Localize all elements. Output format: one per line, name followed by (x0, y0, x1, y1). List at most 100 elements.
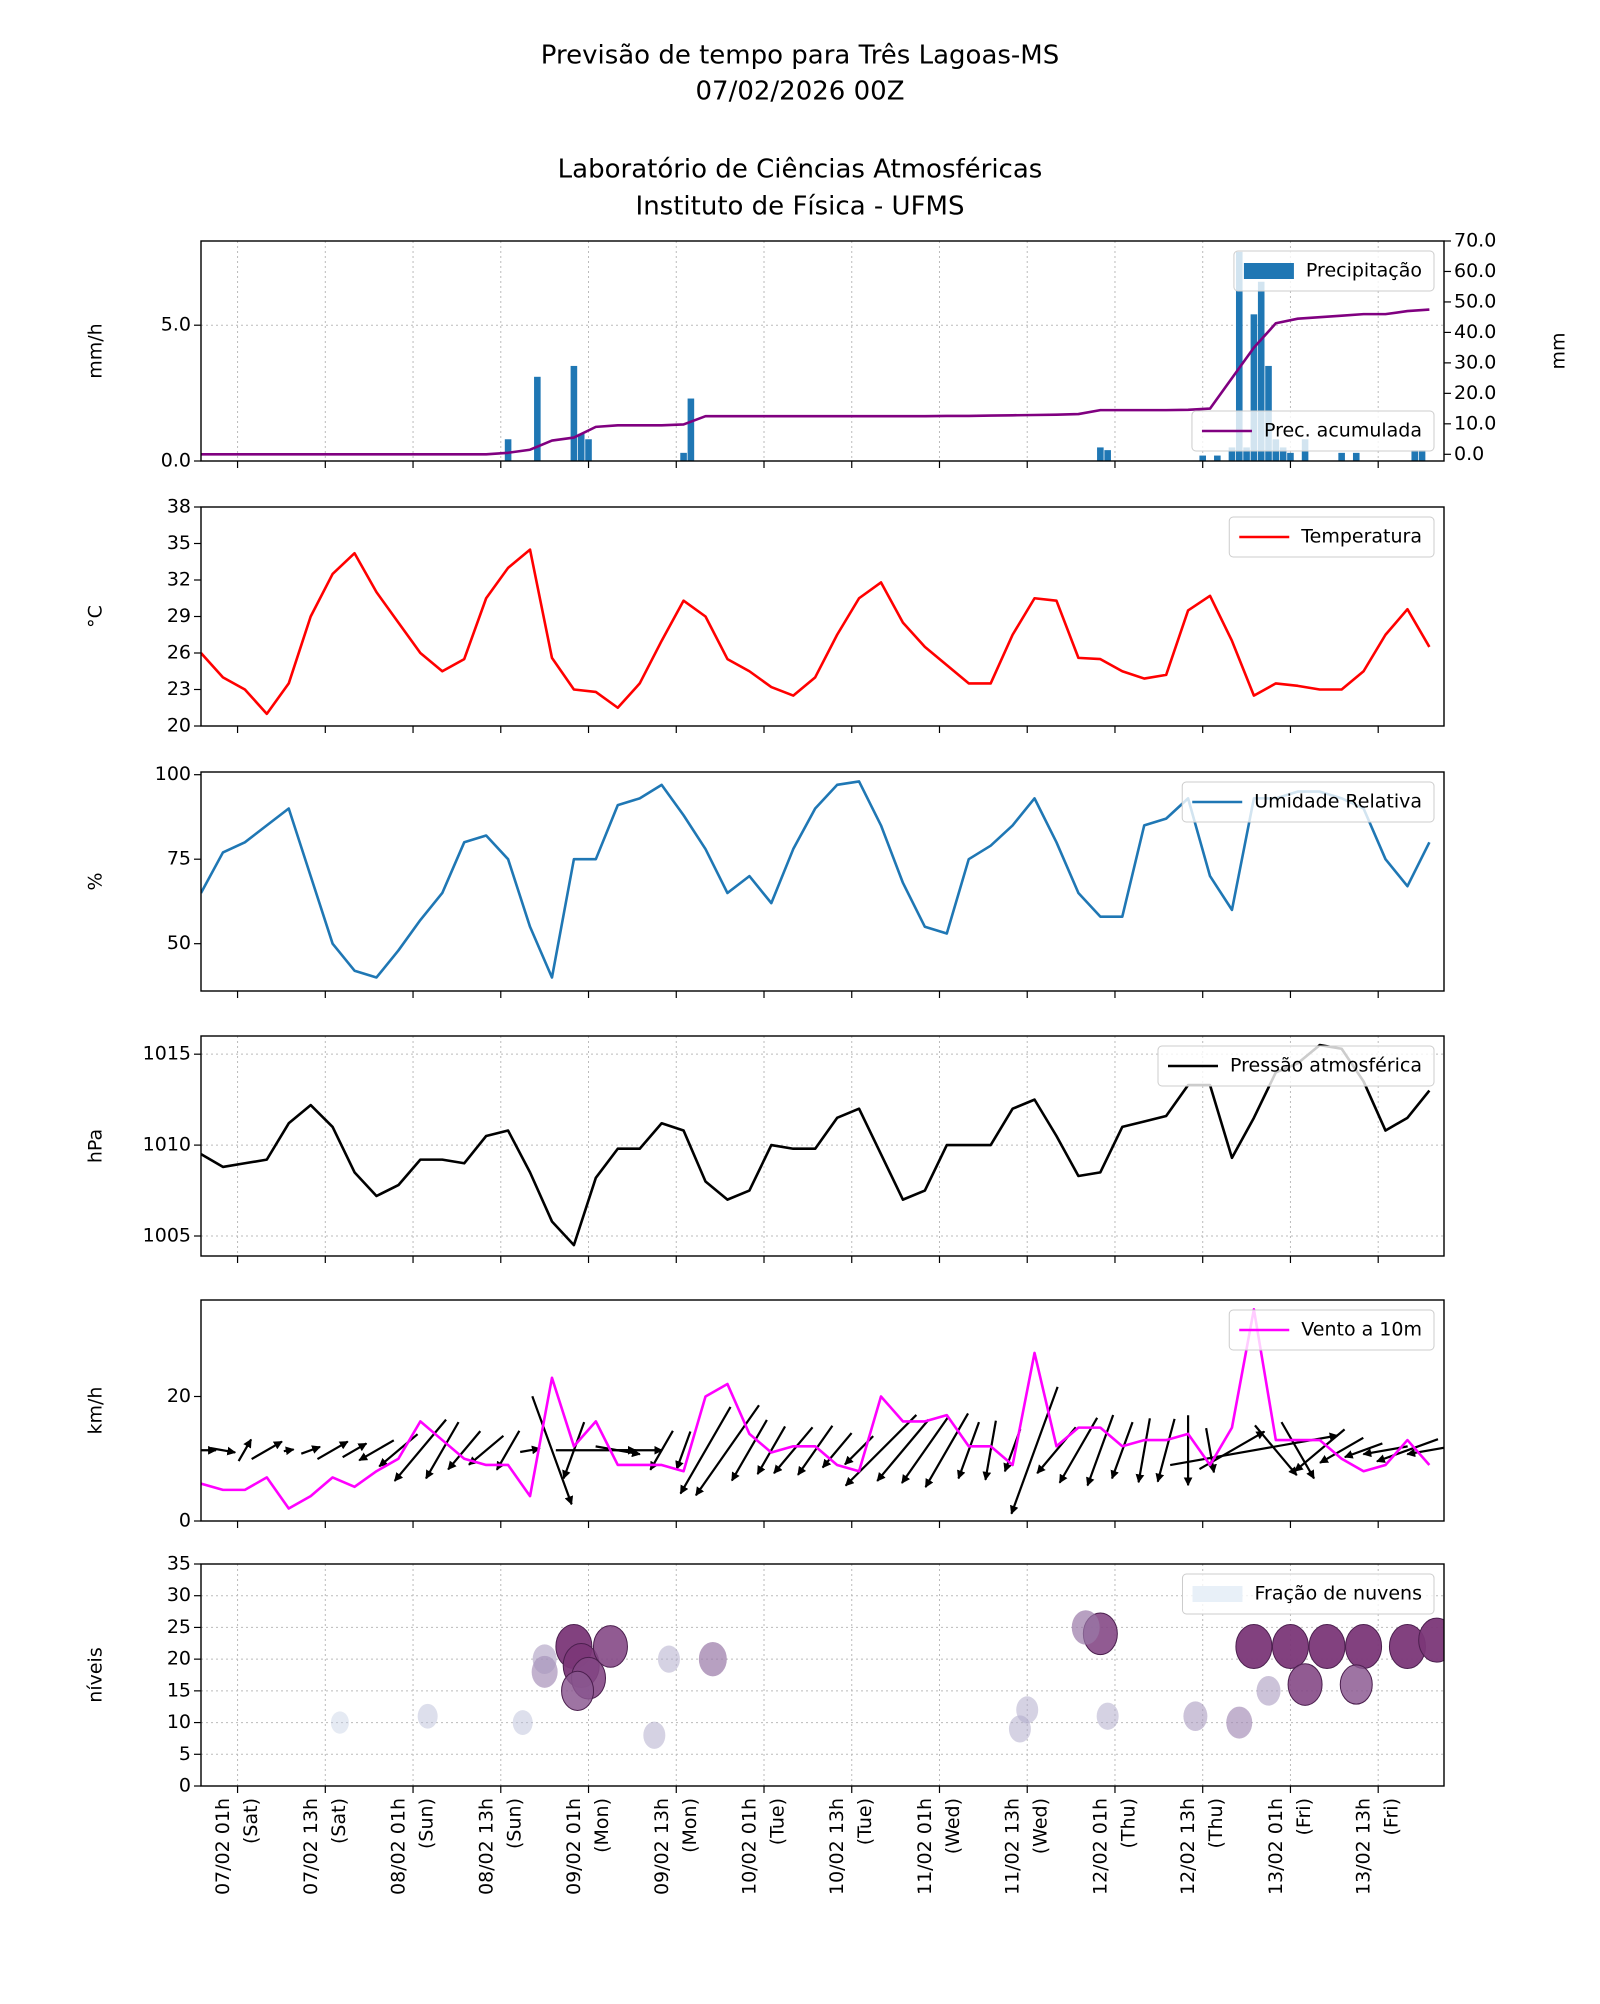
legend-box (1233, 250, 1435, 292)
y-tick-label: 10 (167, 1711, 191, 1733)
y-tick-label: 32 (167, 569, 191, 591)
wind-arrow (957, 1421, 981, 1480)
wind-arrow (283, 1446, 295, 1456)
legend-box (1181, 781, 1435, 823)
panel: 50 75 100% Umidade Relativa (85, 763, 1445, 998)
y-tick-label: 1015 (143, 1043, 191, 1065)
frame (200, 506, 1445, 727)
wind-arrow (1010, 1386, 1059, 1515)
wind-arrow (393, 1418, 447, 1482)
cloud-cell (1418, 1617, 1444, 1663)
bar (504, 439, 512, 461)
x-tick-day: (Mon) (679, 1798, 701, 1853)
bar (1243, 447, 1250, 461)
wind-arrow (756, 1425, 787, 1475)
legend-box (1181, 1573, 1435, 1615)
plot-area (201, 548, 1431, 716)
cloud-cell (417, 1703, 438, 1729)
x-tick-label: 13/02 01h (1265, 1798, 1287, 1895)
wind-arrow (1319, 1436, 1364, 1464)
wind-arrow (844, 1414, 918, 1487)
y-tick-label: 38 (167, 496, 191, 518)
y-tick-label: 100 (155, 763, 191, 785)
x-tick-label: 09/02 13h (651, 1798, 673, 1895)
bar (1199, 455, 1207, 461)
wind-arrow (679, 1406, 732, 1495)
legend-box (1157, 1045, 1435, 1087)
cloud-cell (1008, 1715, 1031, 1743)
bar (1338, 452, 1345, 461)
wind-arrow (342, 1442, 368, 1459)
wind-arrow (425, 1421, 460, 1480)
x-tick-day: (Sun) (416, 1798, 438, 1849)
bar (1352, 452, 1360, 461)
frame (200, 1299, 1445, 1522)
legend-label: Umidade Relativa (1254, 791, 1422, 813)
wind-arrow (1294, 1428, 1346, 1473)
wind-arrow (901, 1416, 949, 1484)
y-tick-label: 5.0 (161, 314, 191, 336)
wind-arrow (316, 1440, 349, 1460)
legend: Temperatura (1228, 516, 1435, 558)
bar (1235, 251, 1243, 461)
y2-tick-label: 30.0 (1454, 351, 1496, 373)
legend-box (1191, 410, 1435, 452)
line (201, 780, 1431, 979)
cloud-cell (330, 1711, 349, 1734)
wind-arrow (468, 1434, 505, 1466)
bar (534, 376, 541, 461)
y-tick-label: 75 (167, 848, 191, 870)
bar (577, 433, 585, 461)
wind-arrow (1280, 1421, 1315, 1480)
x-tick-day: (Tue) (767, 1798, 789, 1845)
cloud-cell (1256, 1676, 1281, 1706)
x-tick-day: (Sun) (503, 1798, 525, 1849)
cloud-cell (1183, 1701, 1208, 1732)
y-tick-label: 0 (179, 1775, 191, 1797)
x-tick-day: (Thu) (1117, 1798, 1139, 1849)
legend: Prec. acumulada (1191, 410, 1435, 452)
wind-arrow (1254, 1424, 1298, 1476)
y2-axis-label: mm (1548, 332, 1570, 369)
plot-area (201, 1043, 1431, 1247)
legend: Umidade Relativa (1181, 781, 1435, 823)
bar (1279, 447, 1287, 461)
y2-tick-label: 0.0 (1454, 443, 1484, 465)
institution: Instituto de Física - UFMS (636, 192, 965, 222)
wind-arrow (237, 1438, 253, 1462)
y-tick-label: 25 (167, 1616, 191, 1638)
subtitle: 07/02/2026 00Z (695, 77, 904, 107)
bar (1418, 450, 1426, 461)
bar (570, 365, 578, 461)
y-axis-label: mm/h (85, 323, 107, 378)
x-tick-day: (Mon) (591, 1798, 613, 1853)
x-tick-day: (Wed) (942, 1798, 964, 1854)
wind-arrow (730, 1419, 768, 1482)
y-tick-label: 35 (167, 532, 191, 554)
cloud-cell (1226, 1706, 1253, 1739)
wind-arrow (1155, 1418, 1176, 1483)
legend-swatch (1192, 1586, 1243, 1602)
y-tick-label: 5 (179, 1743, 191, 1765)
wind-arrow (210, 1446, 237, 1456)
cloud-cell (561, 1670, 595, 1711)
plot-area (201, 1308, 1444, 1515)
wind-arrow (251, 1440, 283, 1460)
panel: 20 23 26 29 32 35 38 °C Temperatura (85, 496, 1445, 737)
y-tick-label: 20 (167, 715, 191, 737)
wind-arrow (1205, 1427, 1217, 1474)
wind-arrow (924, 1412, 970, 1488)
x-tick-label: 11/02 13h (1002, 1798, 1024, 1895)
cloud-cell (1071, 1610, 1100, 1645)
y-tick-label: 1005 (143, 1225, 191, 1247)
bar (1104, 450, 1111, 461)
legend-label: Prec. acumulada (1264, 420, 1422, 442)
wind-arrow (1086, 1414, 1115, 1487)
wind-arrow (1406, 1446, 1444, 1458)
plot-area (330, 1610, 1444, 1749)
line (201, 548, 1431, 716)
wind-arrow (1135, 1418, 1151, 1484)
cloud-cell (592, 1625, 628, 1668)
line (201, 1308, 1431, 1510)
